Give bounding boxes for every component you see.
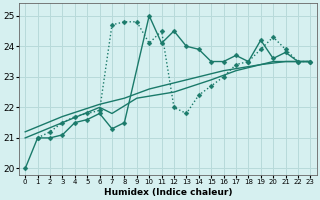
X-axis label: Humidex (Indice chaleur): Humidex (Indice chaleur): [104, 188, 232, 197]
